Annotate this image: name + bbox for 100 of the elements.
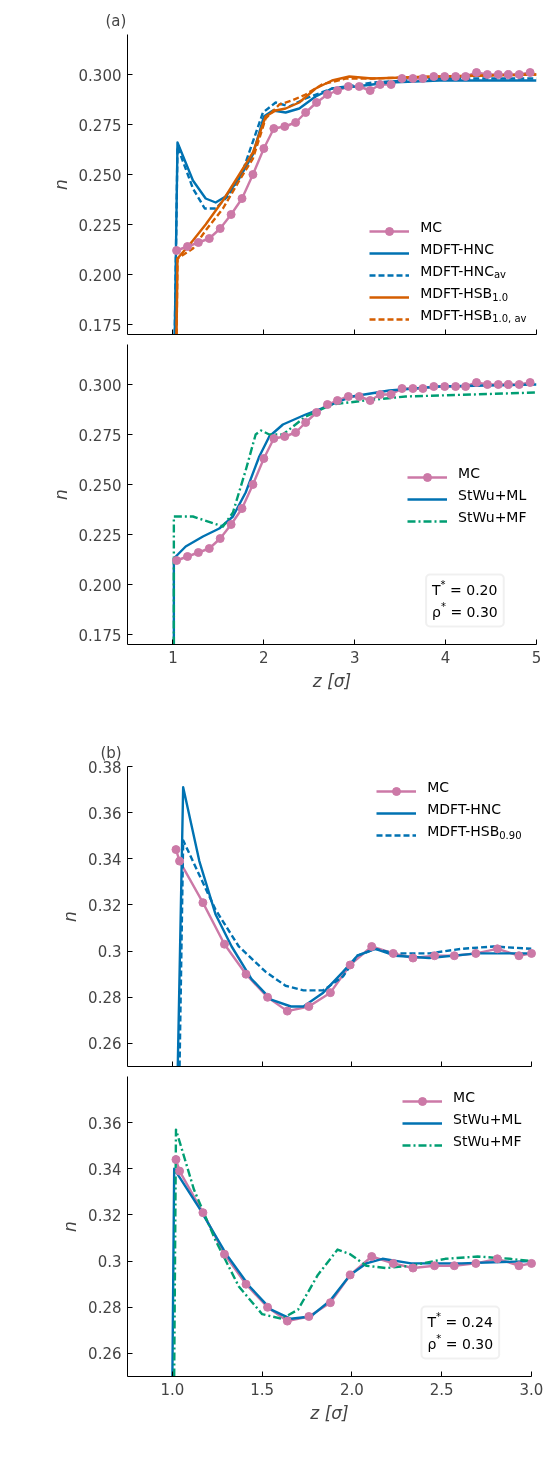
point bbox=[325, 988, 335, 998]
x-tick-label: 1.0 bbox=[160, 1380, 185, 1399]
point bbox=[430, 951, 440, 961]
point bbox=[198, 898, 208, 908]
point bbox=[527, 948, 536, 958]
point bbox=[461, 72, 471, 81]
point bbox=[527, 1258, 536, 1268]
point bbox=[312, 408, 322, 417]
y-tick-label: 0.3 bbox=[97, 1253, 122, 1272]
point bbox=[241, 969, 251, 979]
point bbox=[514, 380, 524, 389]
point bbox=[182, 242, 192, 251]
point bbox=[269, 434, 279, 443]
point bbox=[269, 124, 279, 133]
point bbox=[492, 944, 502, 954]
point bbox=[365, 86, 375, 95]
point bbox=[449, 1261, 459, 1271]
y-tick-label: 0.32 bbox=[88, 896, 122, 915]
x-tick-label: 2.5 bbox=[429, 1380, 454, 1399]
point bbox=[451, 382, 461, 391]
x-tick-label: 1.5 bbox=[250, 1380, 275, 1399]
x-tick-label: 5 bbox=[531, 648, 542, 667]
point bbox=[322, 400, 332, 409]
y-tick-label: 0.26 bbox=[88, 1345, 122, 1364]
y-axis-title: n bbox=[50, 489, 71, 500]
point bbox=[182, 552, 192, 561]
point bbox=[343, 82, 353, 91]
y-axis-title: n bbox=[50, 179, 71, 190]
point bbox=[171, 845, 181, 855]
point bbox=[472, 378, 482, 387]
x-tick-label: 1 bbox=[168, 648, 178, 667]
point bbox=[525, 68, 535, 77]
point bbox=[291, 118, 301, 127]
chart-title: (b) bbox=[100, 743, 122, 762]
point bbox=[198, 1208, 208, 1218]
point bbox=[408, 384, 418, 393]
point bbox=[492, 1254, 502, 1264]
y-tick-label: 0.275 bbox=[78, 426, 122, 445]
point bbox=[226, 520, 236, 529]
point bbox=[215, 534, 225, 543]
point bbox=[322, 90, 332, 99]
point bbox=[301, 108, 311, 117]
point bbox=[408, 74, 418, 83]
y-tick-label: 0.36 bbox=[88, 1114, 122, 1133]
point bbox=[345, 1270, 355, 1280]
y-tick-label: 0.200 bbox=[78, 266, 122, 285]
point bbox=[440, 72, 450, 81]
point bbox=[449, 951, 459, 961]
point bbox=[429, 382, 439, 391]
chart-title: (a) bbox=[105, 11, 127, 30]
legend-label: StWu+ML bbox=[453, 1110, 522, 1127]
point bbox=[226, 210, 236, 219]
point bbox=[282, 1006, 292, 1016]
point bbox=[514, 951, 524, 961]
y-tick-label: 0.34 bbox=[88, 850, 122, 869]
y-tick-label: 0.28 bbox=[88, 989, 122, 1008]
point bbox=[219, 939, 229, 949]
point bbox=[471, 948, 481, 958]
x-tick-label: 3.0 bbox=[519, 1380, 544, 1399]
point bbox=[388, 948, 398, 958]
y-axis-title: n bbox=[60, 911, 81, 922]
point bbox=[440, 382, 450, 391]
x-tick-label: 4 bbox=[440, 648, 451, 667]
point bbox=[237, 504, 247, 513]
point bbox=[282, 1316, 292, 1326]
point bbox=[204, 234, 214, 243]
legend-label: MC bbox=[458, 464, 481, 481]
annotation: T* = 0.20 ρ* = 0.30 bbox=[431, 578, 498, 620]
y-tick-label: 0.175 bbox=[78, 316, 122, 335]
y-tick-label: 0.175 bbox=[78, 626, 122, 645]
legend-label: StWu+ML bbox=[458, 486, 527, 503]
point bbox=[503, 70, 513, 79]
legend-label: StWu+MF bbox=[453, 1132, 522, 1149]
point bbox=[175, 856, 185, 866]
point bbox=[175, 1166, 185, 1176]
legend-label: MC bbox=[453, 1088, 476, 1105]
y-tick-label: 0.275 bbox=[78, 116, 122, 135]
point bbox=[345, 960, 355, 970]
point bbox=[375, 80, 385, 89]
point bbox=[332, 396, 342, 405]
y-tick-label: 0.250 bbox=[78, 166, 122, 185]
point bbox=[386, 390, 396, 399]
point bbox=[237, 194, 247, 203]
annotation: T* = 0.24 ρ* = 0.30 bbox=[426, 1310, 494, 1352]
point bbox=[430, 1261, 440, 1271]
point bbox=[248, 170, 258, 179]
point bbox=[215, 224, 225, 233]
y-tick-label: 0.225 bbox=[78, 526, 122, 545]
point bbox=[354, 392, 364, 401]
point bbox=[525, 378, 535, 387]
x-tick-label: 2 bbox=[259, 648, 269, 667]
point bbox=[193, 238, 203, 247]
x-tick-label: 3 bbox=[349, 648, 360, 667]
y-tick-label: 0.250 bbox=[78, 476, 122, 495]
point bbox=[451, 72, 461, 81]
point bbox=[172, 246, 182, 255]
legend-label: MDFT-HNC bbox=[427, 800, 502, 817]
point bbox=[204, 544, 214, 553]
y-tick-label: 0.26 bbox=[88, 1035, 122, 1054]
legend-label: MC bbox=[420, 218, 443, 235]
